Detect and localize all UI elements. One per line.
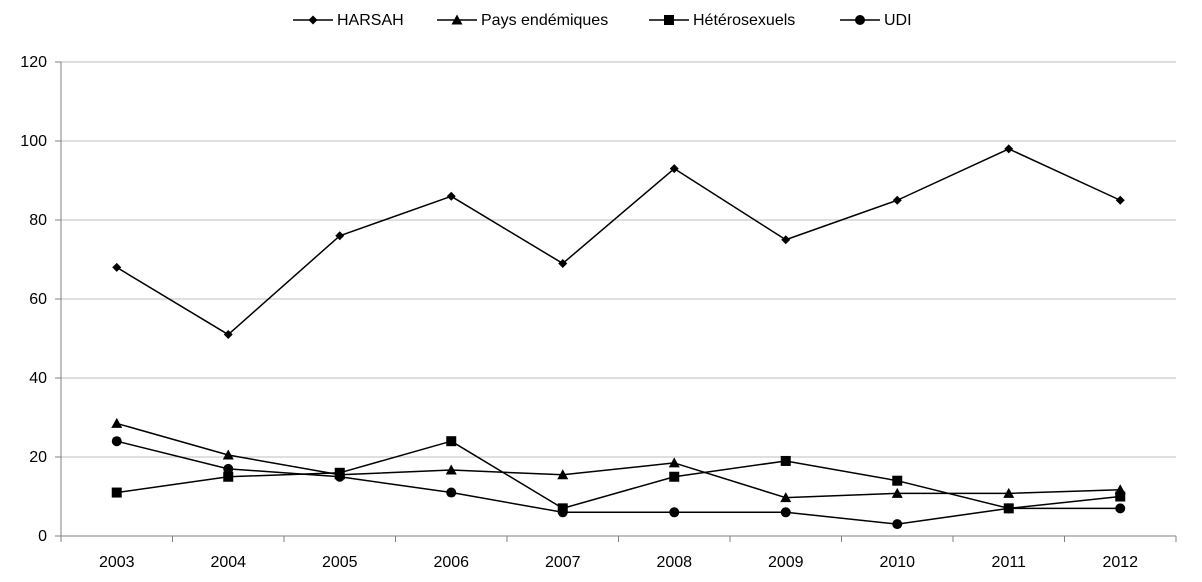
data-point <box>112 262 122 272</box>
data-point <box>223 463 234 474</box>
data-point <box>335 231 345 241</box>
data-point <box>1115 503 1126 514</box>
data-point <box>1004 144 1014 154</box>
x-tick-label: 2005 <box>322 554 358 571</box>
x-tick-label: 2009 <box>768 554 804 571</box>
series-1 <box>112 144 1125 340</box>
data-point <box>1115 195 1125 205</box>
series-line <box>116 440 1121 525</box>
legend-item: UDI <box>840 12 912 29</box>
y-tick-label: 20 <box>29 449 47 466</box>
data-point <box>1115 491 1126 502</box>
x-tick-label: 2010 <box>879 554 915 571</box>
data-point <box>446 191 456 201</box>
data-point <box>668 457 680 468</box>
series-4 <box>111 436 1126 530</box>
data-point <box>223 330 233 340</box>
legend-label: UDI <box>884 12 912 29</box>
legend-label: Hétérosexuels <box>693 12 795 29</box>
data-point <box>669 507 680 518</box>
y-tick-label: 40 <box>29 370 47 387</box>
x-tick-label: 2011 <box>992 554 1027 571</box>
legend-label: HARSAH <box>337 12 404 29</box>
data-point <box>445 464 457 475</box>
data-point <box>781 235 791 245</box>
legend-marker <box>664 15 674 25</box>
x-tick-label: 2008 <box>656 554 692 571</box>
axes: 0 20 40 60 80 100 120 2003 2004 2005 2006 2007 2008 2… <box>20 54 1177 571</box>
data-point <box>558 258 568 268</box>
data-point <box>780 507 791 518</box>
legend-item: Pays endémiques <box>437 12 608 29</box>
y-tick-label: 0 <box>38 528 47 545</box>
data-point <box>669 471 680 482</box>
chart-legend: HARSAH Pays endémiques Hétérosexuels UDI <box>293 12 912 29</box>
x-tick-label: 2003 <box>99 554 135 571</box>
data-point <box>223 471 234 482</box>
y-tick-label: 60 <box>29 291 47 308</box>
x-tick-label: 2006 <box>433 554 469 571</box>
data-point <box>334 471 345 482</box>
legend-marker <box>451 14 463 25</box>
legend-marker <box>855 15 865 25</box>
data-point <box>892 195 902 205</box>
series-line <box>116 148 1121 336</box>
y-tick-label: 80 <box>29 212 47 229</box>
legend-label: Pays endémiques <box>481 12 608 29</box>
gridlines <box>61 61 1176 458</box>
data-point <box>111 417 123 428</box>
series-line <box>116 422 1121 499</box>
data-point <box>1003 503 1014 514</box>
x-tick-label: 2012 <box>1102 554 1138 571</box>
data-point <box>446 487 457 498</box>
y-tick-label: 120 <box>20 54 47 71</box>
data-point <box>557 469 569 480</box>
data-point <box>892 519 903 530</box>
data-point <box>780 455 791 466</box>
legend-item: HARSAH <box>293 12 404 29</box>
data-point <box>1003 487 1015 498</box>
series-3 <box>111 436 1126 514</box>
x-tick-label: 2004 <box>210 554 246 571</box>
series-group <box>111 144 1126 530</box>
data-point <box>222 449 234 460</box>
data-point <box>669 164 679 174</box>
data-point <box>892 475 903 486</box>
series-line <box>116 440 1121 510</box>
data-point <box>111 487 122 498</box>
data-point <box>780 492 792 503</box>
data-point <box>446 436 457 447</box>
data-point <box>111 436 122 447</box>
data-point <box>557 507 568 518</box>
data-point <box>891 487 903 498</box>
legend-item: Hétérosexuels <box>649 12 795 29</box>
y-tick-label: 100 <box>20 133 47 150</box>
legend-marker <box>308 15 318 25</box>
x-tick-label: 2007 <box>545 554 581 571</box>
series-2 <box>111 417 1126 503</box>
